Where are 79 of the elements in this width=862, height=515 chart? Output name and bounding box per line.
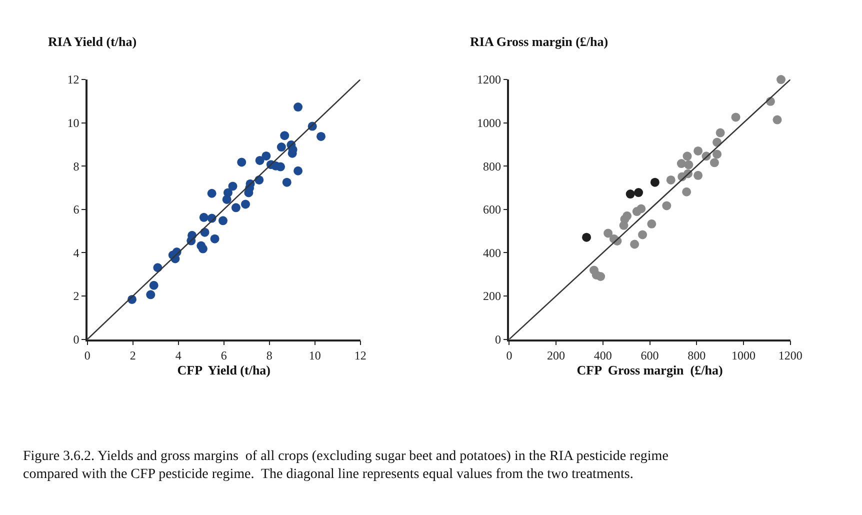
- point: [630, 240, 640, 249]
- point: [146, 290, 156, 300]
- x-tick-label: 8: [266, 348, 272, 362]
- point: [626, 190, 635, 199]
- x-tick-label: 6: [220, 348, 227, 362]
- x-tick-label: 0: [506, 348, 512, 362]
- y-tick-label: 0: [73, 332, 80, 346]
- point: [636, 204, 646, 214]
- y-tick-label: 2: [73, 289, 80, 304]
- point: [316, 132, 326, 141]
- point: [218, 216, 228, 226]
- y-tick-label: 200: [483, 289, 502, 304]
- x-tick-label: 0: [84, 348, 90, 362]
- point: [276, 142, 286, 152]
- point: [731, 112, 740, 122]
- point: [710, 158, 719, 168]
- point: [682, 187, 692, 196]
- y-tick-label: 1000: [477, 116, 502, 130]
- point: [772, 115, 782, 124]
- y-tick-label: 10: [67, 116, 80, 130]
- point: [650, 178, 660, 187]
- y-tick-label: 800: [483, 159, 502, 174]
- y-tick-label: 400: [483, 246, 502, 260]
- point: [604, 228, 613, 238]
- y-tick-label: 6: [73, 202, 80, 217]
- y-tick-label: 12: [67, 72, 80, 87]
- point: [231, 203, 240, 212]
- point: [199, 212, 208, 222]
- point: [596, 272, 606, 281]
- x-tick-label: 1000: [732, 348, 756, 362]
- y-axis-title: RIA Yield (t/ha): [48, 34, 137, 49]
- point: [240, 200, 250, 209]
- x-tick-label: 2: [130, 348, 136, 362]
- y-tick-label: 1200: [477, 72, 502, 87]
- point: [149, 280, 158, 290]
- point: [712, 150, 722, 159]
- point: [294, 166, 303, 176]
- point: [682, 152, 692, 161]
- point: [255, 156, 264, 165]
- point: [776, 75, 786, 84]
- point: [228, 182, 238, 191]
- point: [622, 211, 632, 220]
- point: [694, 170, 703, 180]
- point: [280, 131, 290, 140]
- x-tick-label: 10: [308, 348, 321, 362]
- point: [276, 162, 286, 172]
- y-tick-label: 8: [73, 159, 80, 174]
- point: [716, 128, 725, 138]
- point: [198, 244, 208, 254]
- point: [237, 158, 246, 167]
- point: [666, 175, 676, 184]
- point: [684, 160, 694, 170]
- x-axis-title: CFP Yield (t/ha): [177, 362, 271, 378]
- point: [207, 188, 216, 198]
- caption: Figure 3.6.2. Yields and gross margins of all crops (excluding sugar beet and potatoes) in the RIA pesticide regime compared with the CFP pesticide regime. The diagonal line represents equal values from the two treatments.: [23, 449, 668, 482]
- point: [582, 232, 592, 242]
- point: [294, 102, 303, 112]
- point: [647, 219, 656, 228]
- y-tick-label: 4: [73, 246, 80, 260]
- point: [210, 234, 220, 244]
- point: [676, 159, 686, 168]
- x-tick-label: 400: [594, 348, 612, 362]
- x-tick-label: 600: [640, 348, 659, 362]
- point: [662, 201, 672, 210]
- point: [223, 188, 232, 198]
- x-tick-label: 4: [175, 348, 182, 362]
- x-axis-title: CFP Gross margin (£/ha): [576, 362, 723, 378]
- point: [282, 178, 292, 187]
- x-tick-label: 1200: [778, 348, 802, 362]
- point: [634, 188, 644, 198]
- x-tick-label: 800: [688, 348, 706, 362]
- y-axis-title: RIA Gross margin (£/ha): [470, 34, 608, 49]
- x-tick-label: 200: [547, 348, 566, 362]
- y-tick-label: 0: [495, 332, 502, 346]
- point: [694, 146, 703, 156]
- x-tick-label: 12: [354, 348, 366, 362]
- y-tick-label: 600: [483, 202, 502, 217]
- point: [638, 230, 648, 240]
- point: [262, 151, 271, 160]
